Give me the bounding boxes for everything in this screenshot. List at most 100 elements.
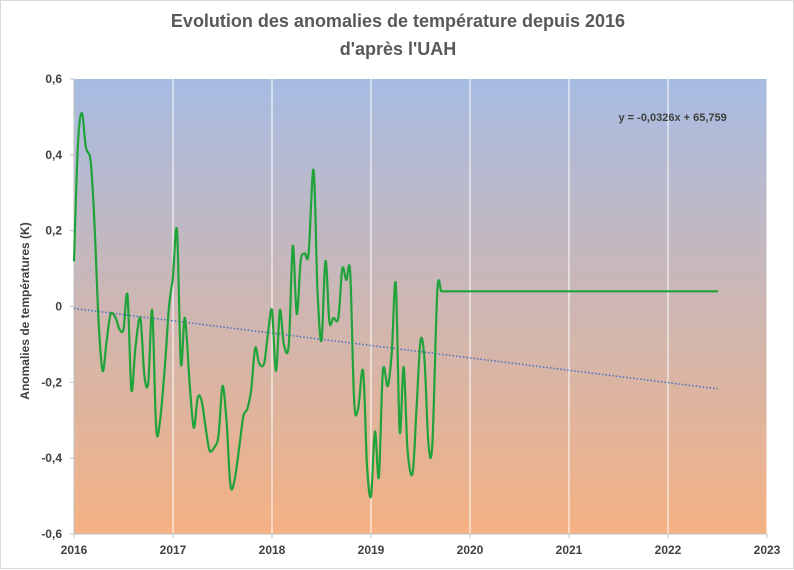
data-point [688,290,690,293]
data-point [663,290,665,293]
data-point [370,495,372,497]
data-point [267,332,269,334]
data-point [303,252,306,255]
data-point [288,343,290,346]
data-point [419,339,422,342]
data-point [122,328,125,331]
data-point [469,290,471,293]
x-tick-label: 2016 [61,543,88,557]
data-point [440,290,443,293]
data-point [659,290,661,293]
data-point [217,434,220,437]
data-point [596,290,599,293]
data-point [650,290,652,293]
data-point [613,290,616,293]
x-tick-label: 2023 [754,543,781,557]
data-point [105,339,108,342]
data-point [250,389,252,391]
data-point [604,290,607,293]
data-point [193,427,195,429]
data-point [510,290,513,293]
data-point [436,290,439,293]
data-point [695,290,698,293]
x-tick-label: 2019 [358,543,385,557]
data-point [94,229,96,232]
y-tick-label: -0,4 [41,451,62,465]
data-point [353,400,356,403]
data-point [638,290,641,293]
data-point [568,290,570,293]
data-point [547,290,549,293]
data-point [357,408,359,410]
data-point [522,290,525,293]
chart-title: Evolution des anomalies de température d… [170,11,626,31]
data-point [535,290,538,293]
data-point [221,385,224,387]
data-point [452,290,455,293]
data-point [514,290,517,293]
data-point [646,290,648,293]
data-point [279,309,281,312]
data-point [197,396,199,399]
data-point [225,419,228,422]
y-tick-label: 0 [55,300,62,314]
data-point [238,446,241,448]
data-point [703,290,706,293]
data-point [481,290,483,293]
x-tick-label: 2021 [556,543,583,557]
data-point [589,290,591,293]
data-point [168,305,170,308]
data-point [139,317,142,319]
data-point [564,290,566,293]
data-point [114,317,117,319]
data-point [580,290,582,293]
data-point [431,442,434,444]
data-point [692,290,694,293]
x-tick-label: 2017 [160,543,187,557]
data-point [242,415,245,418]
data-point [147,381,150,384]
data-point [486,290,488,293]
data-point [526,290,529,293]
data-point [299,260,302,262]
data-point [585,290,587,293]
data-point [98,324,100,327]
data-point [712,290,715,293]
x-tick-label: 2022 [655,543,682,557]
data-point [461,290,463,293]
data-point [316,290,319,293]
y-tick-label: -0,6 [41,527,62,541]
data-point [629,290,632,293]
y-tick-label: -0,2 [41,375,62,389]
data-point [155,427,157,429]
data-point [501,290,504,293]
data-point [423,358,426,361]
trendline-group [73,307,718,390]
data-point [716,290,719,293]
data-point [204,427,207,429]
data-point [275,370,277,372]
data-point [296,313,298,315]
data-point [593,290,595,293]
data-point [708,290,711,293]
data-point [233,480,236,482]
data-point [473,290,475,293]
data-point [73,260,75,262]
data-point [200,400,203,403]
plot-background [74,79,767,534]
data-point [398,430,401,433]
data-point [539,290,542,293]
data-point [184,317,186,319]
x-tick-label: 2018 [259,543,286,557]
data-point [497,290,500,293]
x-tick-label: 2020 [457,543,484,557]
data-point [456,290,458,293]
data-point [118,328,121,331]
data-point [671,290,673,293]
data-point [518,290,521,293]
data-point [151,309,153,312]
data-point [345,279,348,281]
data-point [374,430,376,433]
